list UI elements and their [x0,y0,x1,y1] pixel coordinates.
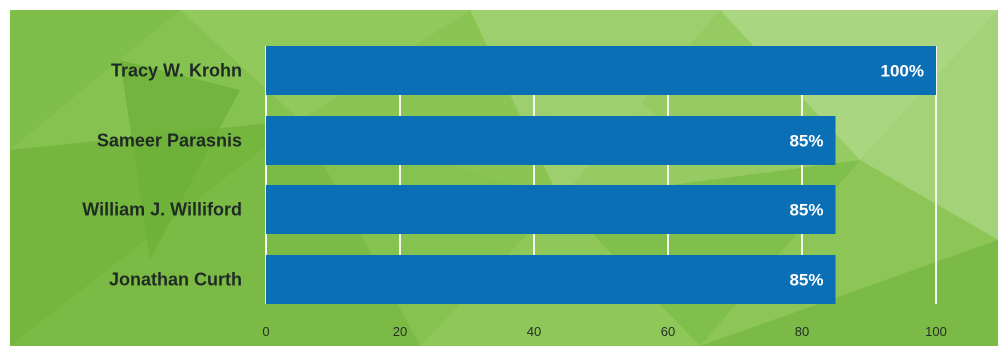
x-tick-label: 80 [795,324,809,339]
background-facet [860,10,998,240]
bar-value-label: 85% [789,132,823,151]
x-tick-label: 100 [925,324,947,339]
category-label: William J. Williford [82,200,242,220]
chart-labels: Tracy W. Krohn Sameer Parasnis William J. … [82,61,924,290]
bar [266,185,836,234]
bar-value-label: 85% [789,271,823,290]
x-tick-label: 20 [393,324,407,339]
background-facet [120,60,240,260]
background-facet [700,240,998,346]
category-label: Jonathan Curth [109,270,242,290]
background-facet [10,10,180,150]
x-tick-label: 40 [527,324,541,339]
bar-value-label: 100% [881,62,924,81]
x-tick-label: 60 [661,324,675,339]
bar [266,46,936,95]
bar [266,255,836,304]
chart-bars [266,46,936,304]
x-axis-ticks: 0 20 40 60 80 100 [262,324,946,339]
bar-value-label: 85% [789,201,823,220]
category-label: Sameer Parasnis [97,131,242,151]
category-label: Tracy W. Krohn [111,61,242,81]
bar [266,116,836,165]
x-tick-label: 0 [262,324,269,339]
